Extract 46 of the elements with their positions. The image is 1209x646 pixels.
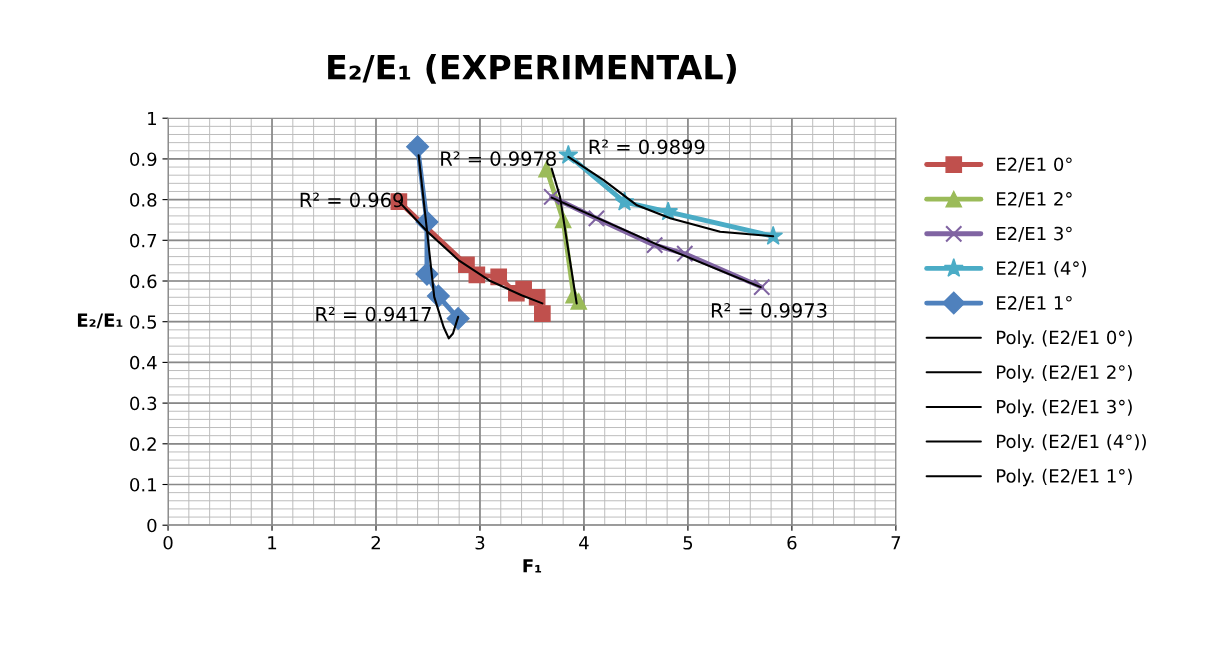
- point: [645, 236, 664, 254]
- x-tick-label: 0: [163, 535, 173, 550]
- x-tick-label: 6: [787, 535, 797, 550]
- point: [658, 201, 679, 221]
- point: [406, 135, 430, 159]
- legend-label: Poly. (E2/E1 0°): [997, 330, 1132, 348]
- y-tick-label: 0.9: [130, 152, 157, 167]
- point: [446, 306, 470, 330]
- x-tick-label: 2: [371, 535, 380, 550]
- chart-title: E₂/E₁ (EXPERIMENTAL): [328, 54, 736, 84]
- y-tick-label: 0.4: [130, 355, 157, 370]
- x-axis-title: F₁: [523, 559, 542, 573]
- x-tick-label: 5: [683, 536, 693, 550]
- y-tick-label: 0.5: [130, 315, 157, 329]
- legend-label: E2/E1 1°: [997, 295, 1072, 312]
- y-tick-label: 0.1: [130, 477, 156, 492]
- y-tick-label: 0.6: [130, 274, 157, 289]
- x-tick-label: 4: [579, 536, 589, 550]
- x-tick-label: 7: [891, 536, 901, 550]
- annotation: R² = 0.9417: [316, 306, 431, 322]
- legend-label: Poly. (E2/E1 1°): [997, 468, 1132, 487]
- legend-label: Poly. (E2/E1 2°): [997, 364, 1132, 383]
- point: [490, 268, 508, 286]
- y-tick-label: 0.3: [130, 396, 157, 411]
- y-axis-title: E₂/E₁: [77, 313, 123, 329]
- legend-label: E2/E1 0°: [997, 157, 1072, 173]
- y-tick-label: 0: [147, 518, 157, 533]
- annotation: R² = 0.9973: [711, 303, 827, 318]
- legend-label: E2/E1 3°: [997, 226, 1072, 242]
- legend-label: E2/E1 (4°): [997, 261, 1086, 278]
- x-tick-label: 1: [268, 536, 277, 550]
- y-tick-label: 0.2: [130, 437, 156, 451]
- y-tick-label: 0.7: [130, 233, 157, 248]
- point: [543, 188, 561, 206]
- point: [587, 209, 606, 228]
- y-tick-label: 1: [148, 111, 156, 126]
- legend-label: Poly. (E2/E1 (4°)): [997, 434, 1146, 452]
- x-tick-label: 3: [475, 535, 485, 550]
- point: [534, 305, 551, 322]
- point: [570, 293, 588, 310]
- point: [753, 278, 771, 296]
- annotation: R² = 0.9899: [589, 139, 705, 155]
- point: [676, 245, 694, 263]
- legend-label: E2/E1 2°: [997, 192, 1072, 208]
- y-tick-label: 0.8: [130, 193, 157, 207]
- legend-label: Poly. (E2/E1 3°): [997, 399, 1132, 418]
